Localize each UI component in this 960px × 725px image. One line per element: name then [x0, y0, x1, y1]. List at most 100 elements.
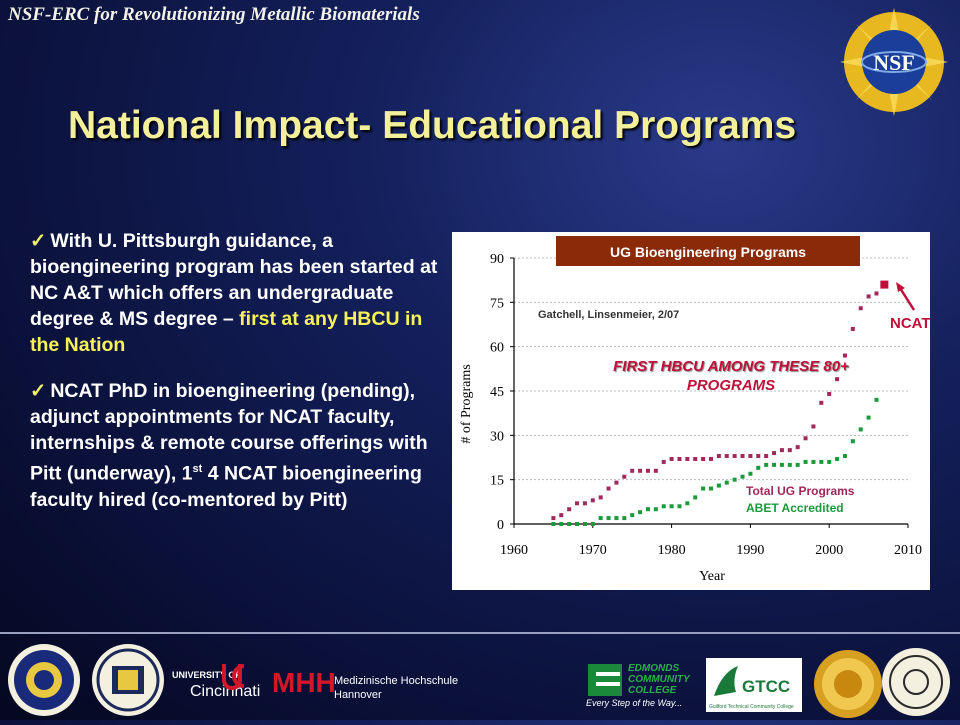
- abet-accredited-point: [874, 397, 879, 402]
- abet-accredited-point: [614, 516, 619, 521]
- total-programs-point: [661, 459, 666, 464]
- check-icon: ✓: [30, 230, 47, 252]
- total-programs-point: [795, 445, 800, 450]
- mhh-logo: MHH Medizinische Hochschule Hannover: [272, 667, 458, 701]
- total-programs-point: [567, 507, 572, 512]
- total-programs-point: [638, 468, 643, 473]
- abet-accredited-point: [779, 462, 784, 467]
- total-programs-point: [724, 454, 729, 459]
- gtcc-logo: GTCC Guilford Technical Community Colleg…: [706, 658, 802, 712]
- svg-text:Hannover: Hannover: [334, 689, 382, 701]
- x-tick-label: 2000: [815, 543, 843, 558]
- bullet-superscript: st: [192, 463, 203, 475]
- svg-text:Medizinische Hochschule: Medizinische Hochschule: [334, 675, 458, 687]
- bullet-text-continued: 4 NCAT bioengineering faculty hired (co-…: [30, 462, 422, 511]
- abet-accredited-point: [638, 510, 643, 515]
- uc-mark-icon: [222, 664, 242, 690]
- total-programs-point: [701, 456, 706, 461]
- total-programs-point: [677, 456, 682, 461]
- y-tick-label: 0: [497, 518, 504, 533]
- total-programs-point: [630, 468, 635, 473]
- abet-accredited-point: [787, 462, 792, 467]
- svg-text:COLLEGE: COLLEGE: [628, 685, 677, 696]
- abet-accredited-point: [709, 486, 713, 491]
- nsf-logo: NSF: [840, 8, 948, 116]
- abet-accredited-point: [677, 504, 682, 509]
- y-tick-label: 75: [490, 296, 504, 311]
- total-programs-point: [614, 480, 619, 485]
- abet-accredited-point: [842, 454, 847, 459]
- abet-accredited-point: [653, 507, 658, 512]
- svg-text:UNIVERSITY OF: UNIVERSITY OF: [172, 670, 241, 680]
- total-programs-point: [827, 391, 832, 396]
- x-tick-label: 1960: [500, 543, 528, 558]
- total-programs-point: [850, 326, 855, 331]
- bullet-item: ✓ NCAT PhD in bioengineering (pending), a…: [30, 378, 440, 513]
- total-programs-point: [551, 516, 556, 521]
- abet-accredited-point: [551, 522, 556, 526]
- chart-title-banner: [556, 236, 860, 266]
- abet-accredited-point: [764, 462, 769, 467]
- bullet-item: ✓ With U. Pittsburgh guidance, a bioengin…: [30, 228, 440, 358]
- abet-accredited-point: [685, 501, 690, 506]
- total-programs-point: [779, 448, 784, 453]
- total-programs-point: [772, 451, 777, 456]
- x-axis-label: Year: [699, 569, 725, 584]
- x-tick-label: 1990: [736, 543, 764, 558]
- ncat-arrow-head: [896, 282, 905, 292]
- abet-accredited-point: [850, 439, 855, 444]
- check-icon: ✓: [30, 380, 47, 402]
- chart-annotation-line2: PROGRAMS: [687, 377, 775, 394]
- footer-rule: [0, 632, 960, 634]
- svg-text:MHH: MHH: [272, 667, 336, 698]
- total-programs-point: [764, 454, 769, 459]
- total-programs-point: [748, 454, 753, 459]
- edmonds-mark-icon: [588, 664, 622, 696]
- total-programs-point: [756, 454, 761, 459]
- total-programs-point: [811, 424, 816, 429]
- total-programs-point: [582, 501, 587, 506]
- total-programs-point: [835, 377, 840, 382]
- abet-accredited-point: [740, 474, 745, 479]
- x-tick-label: 2010: [894, 543, 922, 558]
- abet-accredited-point: [630, 513, 635, 518]
- total-programs-point: [874, 291, 879, 296]
- abet-accredited-point: [645, 507, 650, 512]
- iit-seal-icon: [882, 648, 950, 716]
- total-programs-point: [803, 436, 808, 441]
- page-title: National Impact- Educational Programs: [68, 104, 797, 147]
- abet-accredited-point: [748, 471, 753, 476]
- abet-accredited-point: [772, 462, 777, 467]
- svg-text:GTCC: GTCC: [742, 677, 790, 696]
- nsf-sunburst-icon: [840, 8, 948, 116]
- legend-total: Total UG Programs: [746, 484, 855, 498]
- y-tick-label: 30: [490, 429, 504, 444]
- ncat-seal-icon: [8, 644, 80, 716]
- svg-text:Guilford Technical Community C: Guilford Technical Community College: [709, 704, 794, 710]
- y-tick-label: 90: [490, 252, 504, 267]
- total-programs-point: [669, 456, 674, 461]
- abet-accredited-point: [756, 465, 761, 470]
- y-axis-label: # of Programs: [459, 364, 474, 443]
- abet-accredited-point: [724, 480, 729, 485]
- cincinnati-logo: UNIVERSITY OF Cincinnati: [172, 664, 260, 700]
- total-programs-point: [575, 501, 580, 506]
- abet-accredited-point: [701, 486, 706, 491]
- abet-accredited-point: [803, 459, 808, 464]
- abet-accredited-point: [575, 522, 580, 526]
- abet-accredited-point: [835, 456, 840, 461]
- chart-panel: 0 15 30 45 60 75 90 1960 1970 1980 1990 2000 2010 UG…: [452, 232, 931, 590]
- bullet-text: With U. Pittsburgh guidance, a bioengine…: [30, 230, 438, 330]
- ncat-arrow: [898, 287, 916, 311]
- y-tick-label: 15: [490, 474, 504, 489]
- x-tick-label: 1980: [658, 543, 686, 558]
- programs-chart: 0 15 30 45 60 75 90 1960 1970 1980 1990 2000 2010 UG…: [459, 236, 931, 584]
- svg-text:Every Step of the Way...: Every Step of the Way...: [586, 698, 682, 708]
- abet-accredited-point: [693, 495, 698, 500]
- y-tick-label: 60: [490, 341, 504, 356]
- ncat-label: NCAT: [890, 315, 930, 332]
- abet-accredited-point: [827, 459, 832, 464]
- legend-abet: ABET Accredited: [746, 501, 844, 515]
- abet-accredited-point: [795, 462, 800, 467]
- gold-seal-icon: [814, 650, 882, 718]
